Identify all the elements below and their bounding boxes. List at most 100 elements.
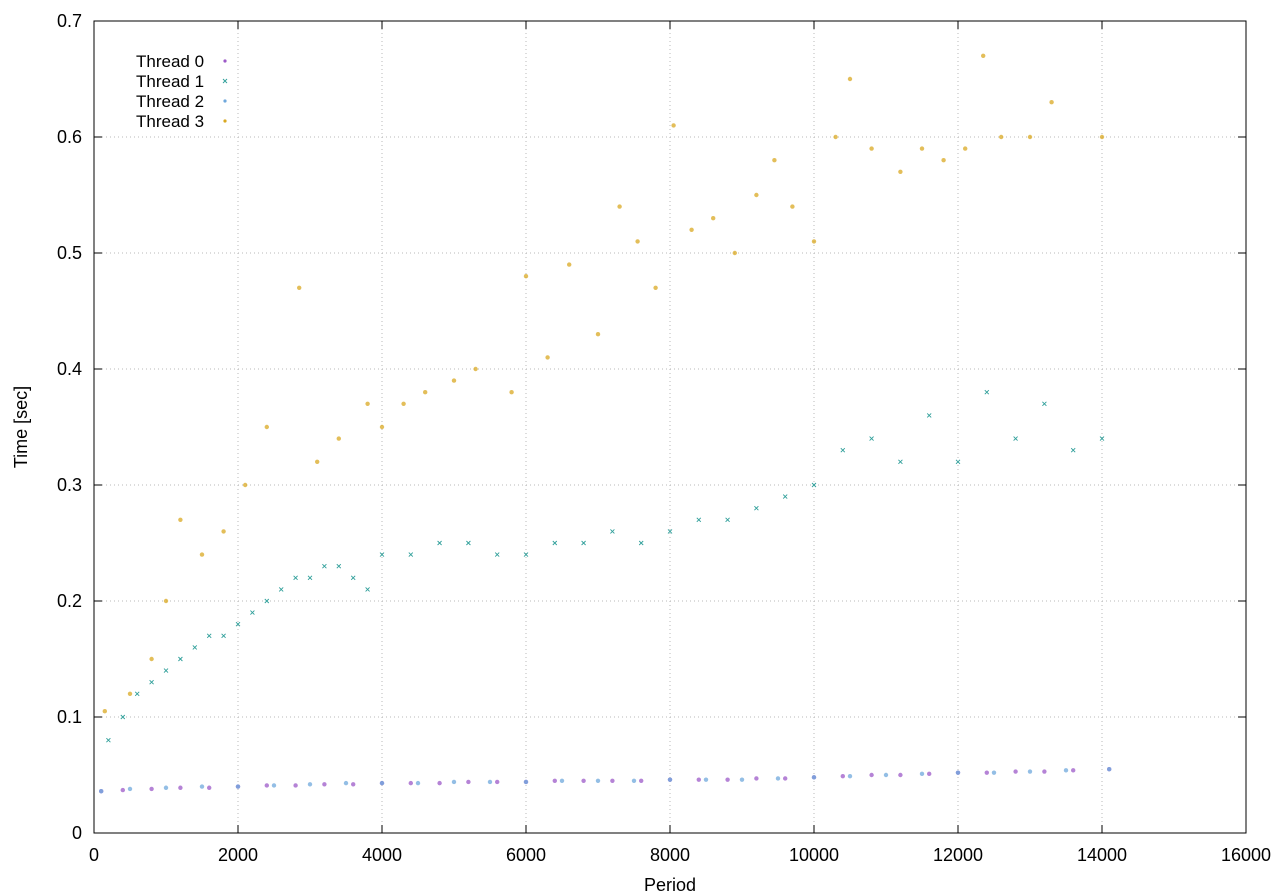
y-axis-label: Time [sec] [11,386,31,468]
data-point [106,737,111,743]
data-point [999,134,1004,140]
data-point [840,773,845,779]
data-point [898,169,903,174]
data-point [635,239,640,244]
data-point [415,780,421,786]
data-point [379,552,385,557]
data-point [307,782,313,787]
grid [94,21,1246,833]
data-point [423,390,428,395]
data-point [984,389,990,395]
data-point [711,216,716,221]
data-point [847,773,853,779]
data-point [523,552,529,557]
data-point [1099,134,1105,140]
data-point [1027,769,1033,774]
x-tick-label: 12000 [933,845,983,865]
data-point [509,390,514,395]
data-point [199,784,205,789]
legend-label: Thread 2 [136,92,204,111]
data-point [567,262,572,267]
data-point [336,563,342,569]
data-point [487,779,493,785]
data-point [847,76,853,82]
data-point [1049,100,1054,105]
y-tick-label: 0.2 [57,591,82,611]
data-point [451,378,457,383]
data-point [595,778,601,783]
data-point [495,779,500,785]
data-point [898,772,903,778]
data-point [754,776,759,781]
data-point [1107,767,1112,772]
data-point [250,610,255,615]
data-point [1013,769,1018,774]
data-point [782,494,788,499]
data-point [545,355,550,360]
data-point [1070,447,1076,453]
data-point [293,783,298,788]
data-point [927,771,932,777]
x-tick-label: 6000 [506,845,546,865]
data-point [581,540,586,546]
data-point [494,552,500,557]
data-point [149,786,154,792]
data-point [350,575,356,581]
data-point [127,691,133,696]
data-point [898,459,903,465]
data-point [466,540,471,546]
series-0 [99,767,1112,794]
data-point [343,780,349,786]
data-point [235,621,241,627]
data-point [1013,436,1018,441]
data-point [336,436,341,441]
data-point [163,668,169,673]
data-point [955,770,961,775]
y-tick-label: 0.1 [57,707,82,727]
data-point [206,633,212,639]
data-point [671,123,676,128]
y-tick-label: 0.6 [57,127,82,147]
data-point [610,778,615,783]
data-point [315,459,320,464]
data-point [667,777,673,782]
x-axis-label: Period [644,875,696,895]
data-point [293,575,298,581]
data-point [689,227,694,232]
data-point [149,656,154,662]
data-point [102,709,108,714]
data-point [775,776,781,781]
data-point [466,779,471,785]
data-point [264,598,270,604]
data-point [379,780,385,786]
y-tick-label: 0.5 [57,243,82,263]
data-point [653,285,658,290]
data-point [984,770,989,775]
data-point [955,459,961,465]
data-point [667,529,673,534]
legend-marker [223,99,227,103]
data-point [437,540,442,546]
data-point [963,146,968,151]
data-point [134,691,140,697]
data-point [869,772,874,778]
data-point [408,780,413,786]
data-point [243,482,248,488]
data-point [307,575,313,581]
legend-marker [222,78,228,84]
x-tick-label: 14000 [1077,845,1127,865]
x-tick-label: 4000 [362,845,402,865]
data-point [523,274,529,279]
data-point [696,517,702,523]
x-tick-label: 2000 [218,845,258,865]
data-point [552,540,558,546]
series-3 [102,53,1105,714]
x-tick-label: 10000 [789,845,839,865]
series-2 [99,767,1112,794]
data-point [639,778,644,783]
data-point [322,782,327,787]
data-point [981,53,986,58]
data-point [811,775,817,780]
data-point [207,785,212,790]
data-point [199,552,205,557]
